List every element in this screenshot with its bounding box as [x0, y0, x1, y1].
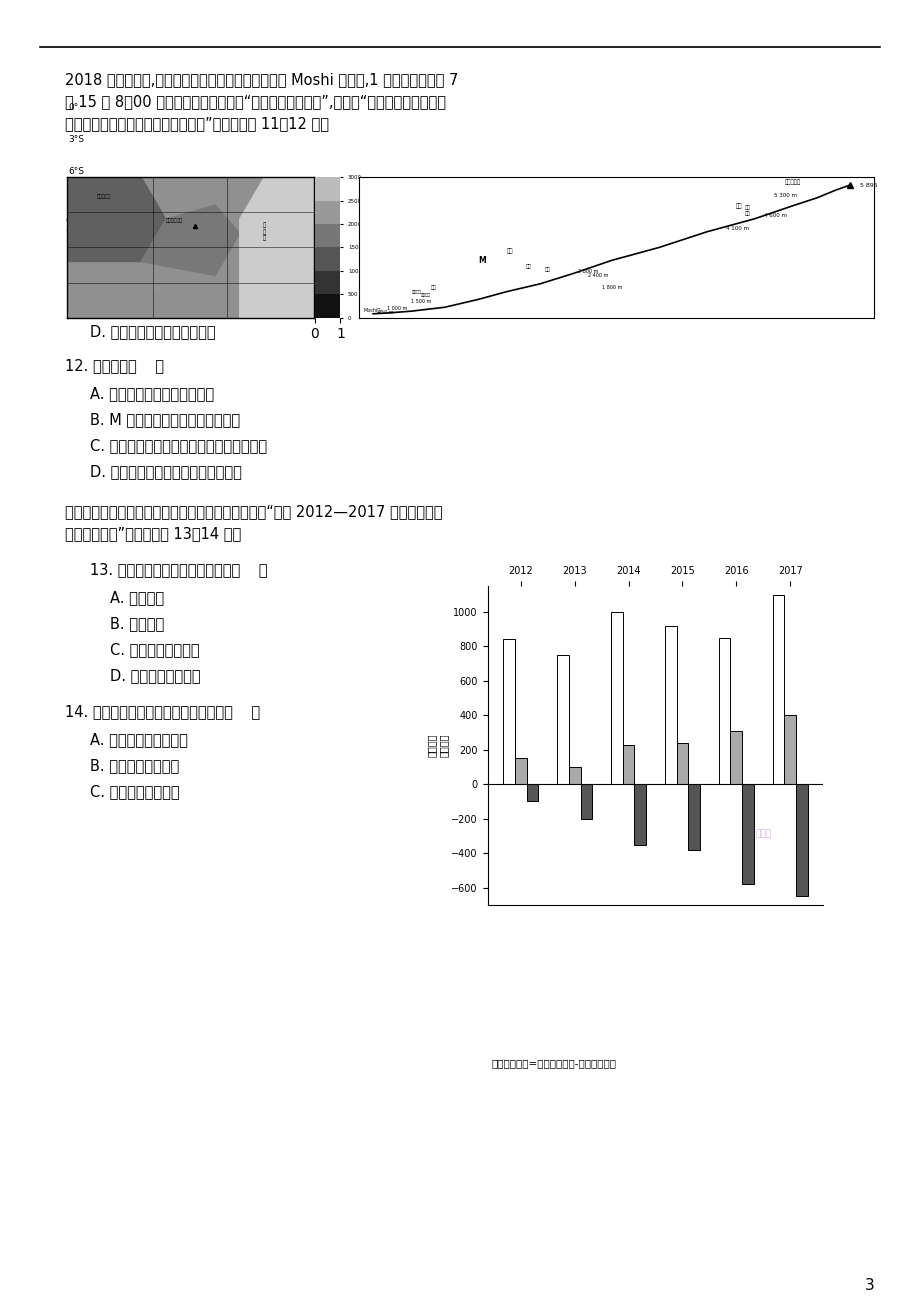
Text: 4 600 m: 4 600 m	[764, 214, 787, 217]
Text: 月 15 日 8：00 成功登顶。下面左图为“东非部分地区简图”,右图为“该同学在登山过程中: 月 15 日 8：00 成功登顶。下面左图为“东非部分地区简图”,右图为“该同学…	[65, 94, 446, 109]
Bar	[772, 595, 784, 784]
Bar	[796, 784, 807, 896]
Text: A. 缓解人口老龄化问题: A. 缓解人口老龄化问题	[90, 732, 187, 747]
Text: 35°E: 35°E	[109, 202, 130, 211]
Text: C. 推进养老产业发展: C. 推进养老产业发展	[90, 784, 179, 799]
Bar	[314, 294, 340, 318]
Text: 我国将适时出台渐进性延迟退休年龄政策。右下图为“我国 2012—2017 年人口增量变: 我国将适时出台渐进性延迟退休年龄政策。右下图为“我国 2012—2017 年人口…	[65, 504, 442, 519]
Bar	[718, 638, 730, 784]
Text: 13. 图中主要反映出当前我国人口（    ）: 13. 图中主要反映出当前我国人口（ ）	[90, 562, 267, 577]
Text: 950 m: 950 m	[378, 310, 393, 315]
Text: 6°S: 6°S	[68, 168, 84, 177]
Text: 正确云: 正确云	[153, 285, 162, 290]
Text: M: M	[478, 256, 485, 266]
Bar	[730, 730, 742, 784]
Text: 乙力马扎罗山: 乙力马扎罗山	[165, 217, 183, 223]
Text: Moshi镇: Moshi镇	[363, 309, 380, 314]
Text: 灌丛: 灌丛	[544, 267, 550, 272]
Text: 植树草原: 植树草原	[411, 290, 421, 294]
Text: 灌丛: 灌丛	[525, 264, 531, 270]
Text: C. 老年人口变化不大: C. 老年人口变化不大	[110, 642, 199, 658]
Text: 1 000 m: 1 000 m	[387, 306, 407, 311]
Text: A. 登山线路起点为热带雨林带: A. 登山线路起点为热带雨林带	[90, 385, 214, 401]
Polygon shape	[240, 177, 313, 318]
Y-axis label: 人口增量
（万人）: 人口增量 （万人）	[426, 733, 448, 758]
Text: 2018 年暑假期间,扬州某同学从乙力马扎罗山脚下的 Moshi 镇出发,1 周后于当地时间 7: 2018 年暑假期间,扬州某同学从乙力马扎罗山脚下的 Moshi 镇出发,1 周…	[65, 72, 458, 87]
Bar	[622, 745, 634, 784]
Polygon shape	[67, 177, 313, 318]
Text: B. M 地自然植被可能是常绻阔叶林: B. M 地自然植被可能是常绻阔叶林	[90, 411, 240, 427]
Text: 40°E: 40°E	[179, 202, 200, 211]
Bar	[526, 784, 538, 802]
Text: D. 劳动人口不断减少: D. 劳动人口不断减少	[110, 668, 200, 684]
Text: 2 400 m: 2 400 m	[587, 272, 607, 277]
Text: D. 登顶时刻太阳位于正东方向: D. 登顶时刻太阳位于正东方向	[90, 324, 215, 339]
Text: 1 800 m: 1 800 m	[601, 285, 622, 289]
Bar	[675, 743, 687, 784]
Text: 5 300 m: 5 300 m	[773, 193, 796, 198]
Bar	[503, 639, 514, 784]
Text: 3°S: 3°S	[68, 135, 84, 145]
Text: 稀树草原: 稀树草原	[420, 293, 430, 297]
Text: C. 从山麓到山顶，热量和水分条件逐渐变差: C. 从山麓到山顶，热量和水分条件逐渐变差	[90, 437, 267, 453]
Bar	[314, 177, 340, 201]
Text: D. 海拘越低，人类开发利用强度越大: D. 海拘越低，人类开发利用强度越大	[90, 464, 242, 479]
Text: 2 800 m: 2 800 m	[578, 270, 598, 275]
Text: A. 增长过快: A. 增长过快	[110, 590, 164, 605]
Text: 3: 3	[864, 1279, 874, 1293]
Bar	[514, 758, 526, 784]
Text: 高寒
植被: 高寒 植被	[744, 204, 750, 216]
Polygon shape	[141, 206, 240, 276]
Bar	[314, 271, 340, 294]
Text: B. 登顶时刻扬州正值日出时刻: B. 登顶时刻扬州正值日出时刻	[90, 272, 214, 286]
Text: 5 895: 5 895	[858, 182, 877, 187]
Bar	[314, 224, 340, 247]
Bar	[314, 247, 340, 271]
Bar	[742, 784, 754, 884]
Text: 1 500 m: 1 500 m	[411, 298, 431, 303]
Text: 化情况示意图”。读图回答 13～14 题。: 化情况示意图”。读图回答 13～14 题。	[65, 526, 241, 542]
Text: 印
度
洋: 印 度 洋	[263, 223, 266, 241]
Text: 4 100 m: 4 100 m	[725, 225, 748, 230]
Bar	[580, 784, 592, 819]
Text: 注：人口增量=当年年末人口-上年年末人口: 注：人口增量=当年年末人口-上年年末人口	[492, 1059, 617, 1068]
Text: 埃多科利亚: 埃多科利亚	[96, 194, 111, 199]
Bar	[314, 201, 340, 224]
Text: 0°: 0°	[68, 103, 78, 112]
Polygon shape	[67, 177, 165, 262]
Text: C. 当地正午太阳高度逐渐增大: C. 当地正午太阳高度逐渐增大	[90, 298, 214, 312]
Text: 荒漠: 荒漠	[735, 203, 742, 210]
Text: 11. 该同学攀登乙力马扎罗山期间（     ）: 11. 该同学攀登乙力马扎罗山期间（ ）	[65, 217, 247, 233]
Text: 正确答: 正确答	[754, 829, 771, 838]
Text: 手绘的乙力马扎罗山植被分布示意图”。读图回答 11～12 题。: 手绘的乙力马扎罗山植被分布示意图”。读图回答 11～12 题。	[65, 116, 329, 132]
Text: B. 外迁增多: B. 外迁增多	[110, 616, 165, 631]
Text: 12. 据图判断（    ）: 12. 据图判断（ ）	[65, 358, 164, 372]
Bar	[568, 767, 580, 784]
Text: 14. 我国出台延迟退休年龄政策有利于（    ）: 14. 我国出台延迟退休年龄政策有利于（ ）	[65, 704, 260, 719]
Bar	[687, 784, 699, 850]
Bar	[634, 784, 646, 845]
Text: 冰川和荒漠: 冰川和荒漠	[784, 178, 800, 185]
Bar	[664, 625, 675, 784]
Text: A. 扬州的白昼变长夜变短: A. 扬州的白昼变长夜变短	[90, 246, 197, 260]
Text: 香蕉: 香蕉	[430, 285, 436, 290]
Text: B. 降低社会养老负担: B. 降低社会养老负担	[90, 758, 179, 773]
Bar	[556, 655, 568, 784]
Bar	[784, 715, 796, 784]
Text: 雨林: 雨林	[506, 247, 513, 254]
Bar	[610, 612, 622, 784]
